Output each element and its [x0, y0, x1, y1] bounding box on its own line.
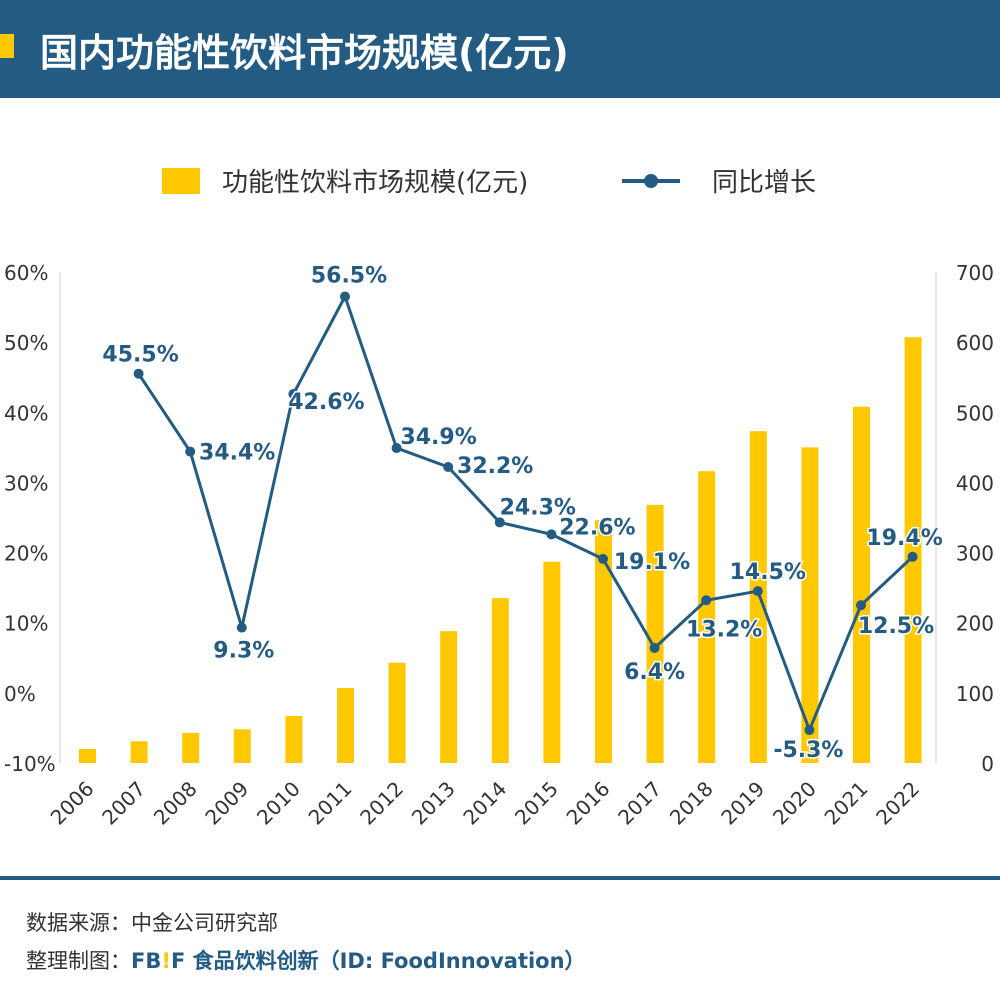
left-tick-label: 0% [4, 682, 36, 706]
credit: 整理制图：FB!F 食品饮料创新（ID: FoodInnovation） [26, 945, 586, 975]
bar [801, 447, 819, 763]
right-tick-label: 300 [956, 542, 994, 566]
right-tick-label: 500 [956, 401, 994, 425]
bar [79, 748, 96, 763]
growth-point [288, 389, 299, 400]
growth-point [804, 725, 815, 736]
growth-data-label: 9.3% [213, 639, 274, 664]
x-tick-label: 2019 [716, 777, 769, 830]
bar [491, 598, 509, 763]
x-tick-label: 2009 [200, 777, 253, 830]
bar [853, 406, 870, 763]
growth-data-label: 34.9% [400, 425, 476, 450]
bar [543, 561, 561, 763]
bar [285, 716, 303, 763]
header-accent [0, 34, 14, 58]
x-tick-label: 2012 [355, 777, 408, 830]
bar [182, 732, 200, 763]
growth-data-label: 12.5% [858, 614, 934, 639]
growth-data-label: 13.2% [686, 617, 762, 642]
legend-line-label: 同比增长 [712, 168, 816, 198]
right-tick-label: 0 [981, 752, 994, 776]
growth-point [907, 551, 918, 562]
growth-point [649, 642, 660, 653]
growth-data-label: 19.4% [866, 526, 942, 551]
bar [440, 631, 458, 763]
bar [646, 504, 664, 763]
x-tick-label: 2018 [665, 777, 718, 830]
left-tick-label: 10% [4, 612, 48, 636]
x-tick-label: 2017 [613, 777, 666, 830]
bar [749, 431, 767, 763]
growth-point [856, 600, 866, 611]
legend-bar-label: 功能性饮料市场规模(亿元) [222, 168, 528, 198]
growth-point [185, 446, 196, 457]
footer-divider [0, 876, 1000, 880]
x-tick-label: 2007 [97, 777, 150, 830]
growth-data-label: 32.2% [457, 454, 533, 479]
growth-point [494, 517, 505, 528]
growth-point [752, 586, 763, 597]
x-tick-label: 2015 [510, 777, 563, 830]
growth-point [443, 461, 454, 472]
x-tick-label: 2016 [562, 777, 615, 830]
page-title: 国内功能性饮料市场规模(亿元) [40, 31, 569, 75]
left-tick-label: 50% [4, 331, 48, 355]
right-tick-label: 400 [956, 471, 994, 495]
bar [904, 337, 922, 763]
growth-line [137, 292, 914, 735]
bar [698, 471, 716, 763]
growth-point [546, 529, 557, 540]
bar [130, 741, 148, 763]
x-tick-label: 2010 [252, 777, 305, 830]
x-tick-label: 2021 [820, 777, 873, 830]
x-tick-label: 2020 [768, 777, 821, 830]
right-tick-label: 100 [956, 682, 994, 706]
growth-data-label: 34.4% [199, 441, 275, 466]
growth-data-label: 24.3% [500, 495, 576, 520]
legend-bar-swatch [162, 168, 200, 194]
right-tick-label: 600 [956, 331, 994, 355]
growth-point [133, 368, 144, 379]
header: 国内功能性饮料市场规模(亿元) [0, 0, 1000, 98]
left-tick-label: 30% [4, 471, 48, 495]
left-tick-label: 40% [4, 401, 48, 425]
growth-point [236, 622, 247, 633]
x-tick-label: 2008 [149, 777, 202, 830]
x-tick-label: 2013 [407, 777, 460, 830]
growth-data-label: -5.3% [773, 738, 843, 763]
bar [337, 687, 354, 763]
right-tick-label: 200 [956, 612, 994, 636]
bar [233, 729, 251, 763]
growth-data-label: 6.4% [624, 660, 685, 685]
left-tick-label: 60% [4, 261, 48, 285]
growth-data-label: 19.1% [614, 550, 690, 575]
left-tick-label: -10% [4, 752, 56, 776]
left-tick-label: 20% [4, 542, 48, 566]
brand-logo: FB!F 食品饮料创新（ID: FoodInnovation） [131, 949, 586, 973]
chart: 功能性饮料市场规模(亿元) 同比增长 -10% 0% 10% 20% 30% 40% 50% 60… [4, 168, 994, 830]
growth-data-label: 22.6% [559, 515, 635, 540]
growth-data-label: 42.6% [288, 390, 364, 415]
growth-point [701, 595, 712, 606]
growth-data-label: 45.5% [102, 343, 178, 368]
right-tick-label: 700 [956, 261, 994, 285]
x-tick-label: 2006 [46, 777, 99, 830]
x-tick-label: 2014 [458, 777, 511, 830]
credit-label: 整理制图： [26, 949, 131, 973]
data-source: 数据来源：中金公司研究部 [26, 911, 278, 935]
bar [388, 662, 406, 763]
x-tick-label: 2011 [304, 777, 357, 830]
legend-line-marker [644, 174, 658, 188]
growth-point [391, 443, 402, 454]
x-tick-label: 2022 [871, 777, 924, 830]
growth-data-label: 56.5% [311, 264, 387, 289]
bar [595, 520, 612, 763]
growth-point [340, 291, 350, 302]
growth-point [598, 553, 608, 564]
growth-data-label: 14.5% [730, 560, 806, 585]
